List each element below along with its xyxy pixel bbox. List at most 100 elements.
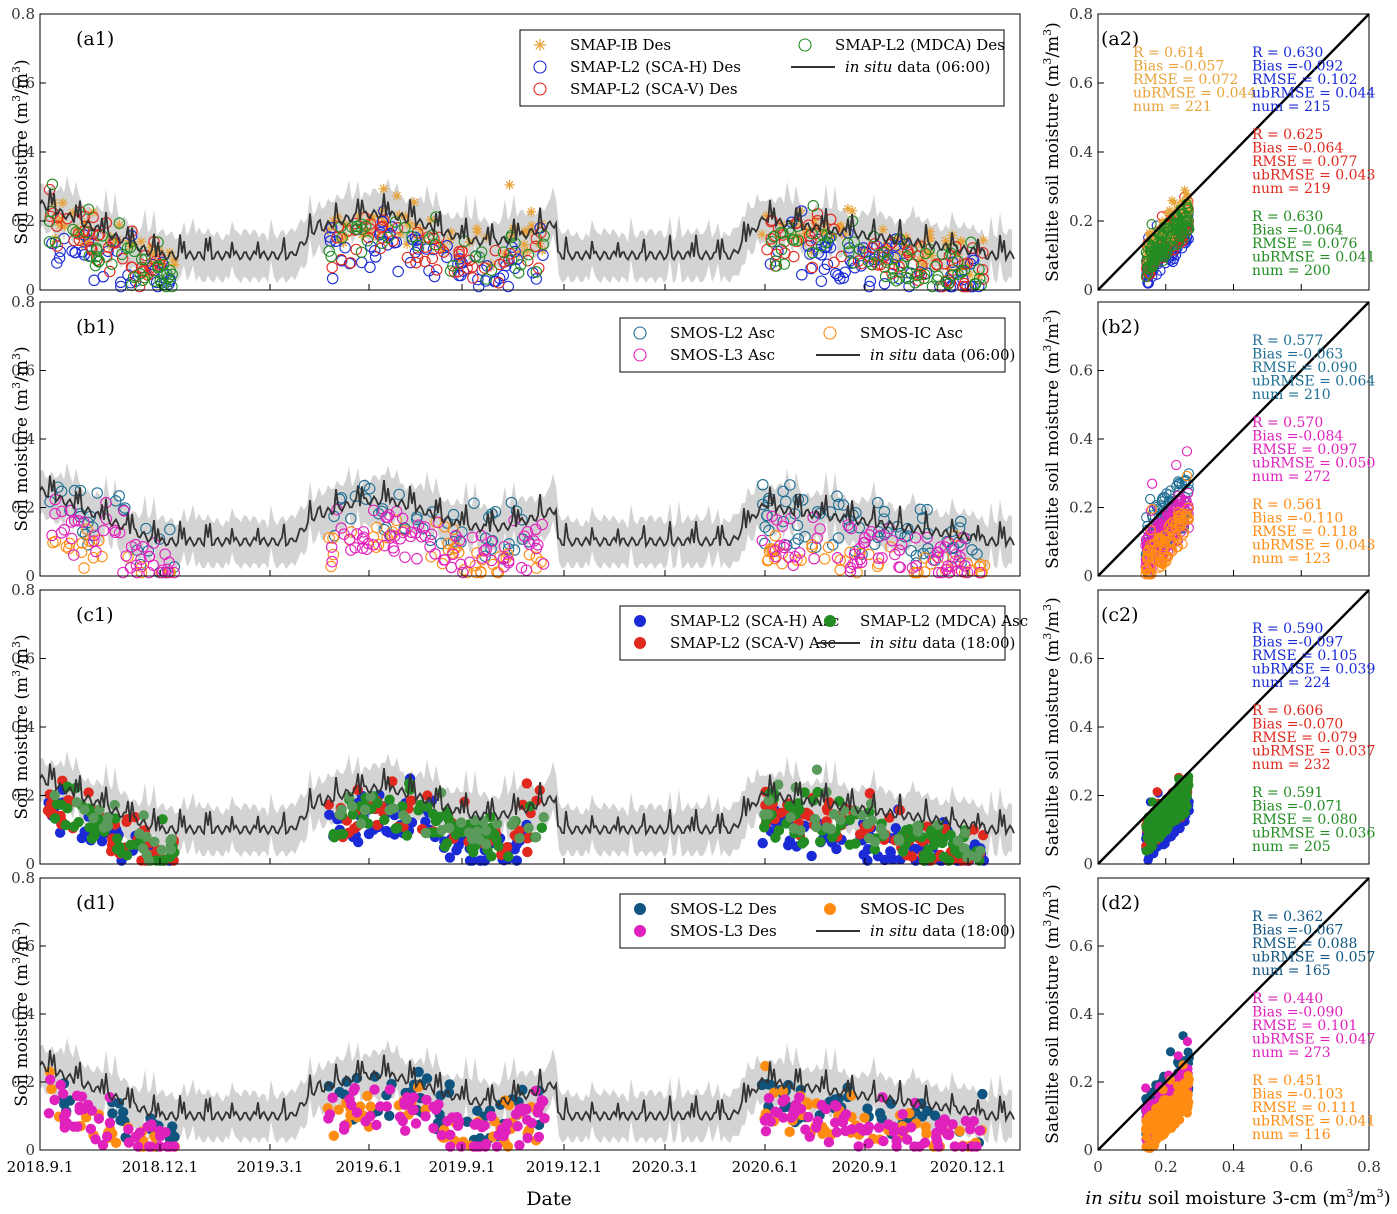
data-point bbox=[522, 254, 534, 267]
data-point bbox=[136, 266, 149, 278]
data-point bbox=[473, 251, 486, 263]
data-point bbox=[765, 1116, 776, 1127]
data-point bbox=[1168, 817, 1178, 827]
data-point bbox=[973, 560, 986, 573]
data-point bbox=[437, 246, 450, 258]
data-point bbox=[472, 1105, 483, 1117]
data-point bbox=[1142, 268, 1154, 280]
data-point bbox=[526, 206, 537, 217]
data-point bbox=[152, 260, 164, 272]
data-point bbox=[445, 1141, 456, 1152]
data-point bbox=[54, 245, 66, 258]
data-point bbox=[1173, 490, 1184, 501]
data-point bbox=[90, 250, 103, 263]
data-point bbox=[818, 553, 831, 565]
data-point bbox=[364, 227, 375, 238]
data-point bbox=[1145, 493, 1156, 505]
insitu-line bbox=[39, 475, 1015, 550]
data-point bbox=[760, 1126, 772, 1137]
data-point bbox=[68, 207, 79, 218]
data-point bbox=[364, 261, 376, 274]
data-point bbox=[413, 805, 424, 816]
data-point bbox=[79, 804, 90, 815]
legend-label: SMAP-L2 (MDCA) Asc bbox=[860, 612, 1028, 630]
data-point bbox=[944, 264, 955, 275]
data-point bbox=[46, 529, 58, 542]
data-point bbox=[388, 530, 401, 542]
data-point bbox=[384, 804, 395, 816]
data-point bbox=[49, 507, 61, 520]
data-point bbox=[824, 506, 837, 518]
stats-line: ubRMSE = 0.043 bbox=[1252, 538, 1375, 554]
stats-line: R = 0.630 bbox=[1252, 45, 1323, 61]
x-tick-label: 2018.9.1 bbox=[7, 1158, 74, 1176]
data-point bbox=[1158, 815, 1168, 826]
data-point bbox=[905, 1122, 917, 1133]
y-tick-label: 0.8 bbox=[11, 293, 35, 311]
data-point bbox=[966, 544, 978, 556]
stats-line: ubRMSE = 0.039 bbox=[1252, 662, 1375, 678]
data-point bbox=[102, 245, 114, 258]
data-point bbox=[491, 566, 503, 578]
data-point bbox=[92, 229, 104, 242]
data-point bbox=[806, 538, 818, 551]
y-tick-label: 0.4 bbox=[1069, 1005, 1093, 1023]
legend-label: in situ data (18:00) bbox=[870, 634, 1015, 652]
data-point bbox=[1174, 228, 1186, 239]
data-point bbox=[62, 803, 73, 814]
data-point bbox=[391, 222, 404, 234]
data-point bbox=[435, 1090, 446, 1101]
data-point bbox=[397, 1115, 408, 1127]
data-point bbox=[130, 559, 143, 572]
data-point bbox=[1183, 468, 1194, 479]
data-point bbox=[472, 273, 484, 286]
data-point bbox=[333, 1104, 344, 1115]
data-point bbox=[821, 258, 834, 271]
data-point bbox=[906, 851, 918, 862]
y-tick-label: 0 bbox=[1083, 855, 1093, 873]
data-point bbox=[514, 832, 525, 844]
data-point bbox=[1165, 537, 1176, 549]
data-point bbox=[1162, 208, 1172, 218]
data-point bbox=[837, 499, 850, 511]
data-point bbox=[47, 536, 59, 549]
stats-line: RMSE = 0.079 bbox=[1252, 730, 1357, 746]
x-tick-label: 0 bbox=[1093, 1158, 1103, 1176]
data-point bbox=[127, 271, 140, 283]
data-point bbox=[1168, 537, 1179, 549]
panel-label: (a1) bbox=[76, 28, 114, 50]
data-point bbox=[406, 230, 418, 243]
data-point bbox=[447, 508, 460, 521]
x-tick-label: 2020.6.1 bbox=[732, 1158, 799, 1176]
data-point bbox=[127, 239, 138, 250]
data-point bbox=[1146, 569, 1157, 580]
panel-label: (a2) bbox=[1101, 28, 1139, 50]
data-point bbox=[82, 203, 95, 216]
data-point bbox=[831, 1127, 843, 1138]
data-point bbox=[1155, 521, 1166, 532]
data-point bbox=[125, 540, 138, 553]
data-point bbox=[1146, 526, 1157, 537]
data-point bbox=[1156, 496, 1167, 507]
data-point bbox=[65, 504, 77, 517]
data-point bbox=[1143, 261, 1154, 272]
data-point bbox=[940, 235, 951, 246]
data-point bbox=[806, 227, 818, 240]
timeseries-panel-b1: 0 0.2 0.4 0.6 0.8 Soil moisture (m3/m3) (b1) SM… bbox=[10, 293, 1021, 585]
data-point bbox=[819, 228, 830, 239]
data-point bbox=[906, 562, 919, 574]
data-point bbox=[118, 505, 130, 517]
data-point bbox=[912, 268, 924, 281]
data-point bbox=[1182, 1036, 1193, 1047]
legend-label: SMOS-L2 Des bbox=[670, 900, 777, 918]
data-point bbox=[325, 250, 337, 263]
data-point bbox=[1141, 1142, 1151, 1152]
data-point bbox=[792, 533, 805, 545]
data-point bbox=[1155, 230, 1165, 240]
data-point bbox=[756, 229, 767, 240]
data-point bbox=[323, 245, 335, 257]
data-point bbox=[822, 541, 835, 554]
data-point bbox=[365, 791, 376, 802]
